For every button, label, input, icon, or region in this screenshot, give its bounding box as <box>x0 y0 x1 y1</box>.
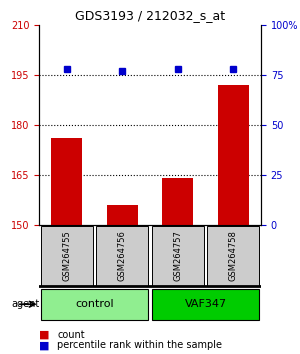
Text: GSM264755: GSM264755 <box>62 230 71 280</box>
Bar <box>163 178 193 225</box>
FancyBboxPatch shape <box>41 290 148 320</box>
Text: GSM264756: GSM264756 <box>118 230 127 281</box>
FancyBboxPatch shape <box>152 290 259 320</box>
Text: control: control <box>75 299 114 309</box>
Text: ■: ■ <box>39 330 50 339</box>
Bar <box>107 205 137 225</box>
Bar <box>218 85 248 225</box>
FancyBboxPatch shape <box>207 226 259 286</box>
FancyBboxPatch shape <box>96 226 148 286</box>
Title: GDS3193 / 212032_s_at: GDS3193 / 212032_s_at <box>75 9 225 22</box>
FancyBboxPatch shape <box>152 226 204 286</box>
FancyBboxPatch shape <box>41 226 93 286</box>
Text: VAF347: VAF347 <box>184 299 226 309</box>
Text: GSM264758: GSM264758 <box>229 230 238 281</box>
Bar <box>52 138 82 225</box>
Text: GSM264757: GSM264757 <box>173 230 182 281</box>
Text: agent: agent <box>12 299 40 309</box>
Text: ■: ■ <box>39 340 50 350</box>
Text: count: count <box>57 330 85 339</box>
Text: percentile rank within the sample: percentile rank within the sample <box>57 340 222 350</box>
